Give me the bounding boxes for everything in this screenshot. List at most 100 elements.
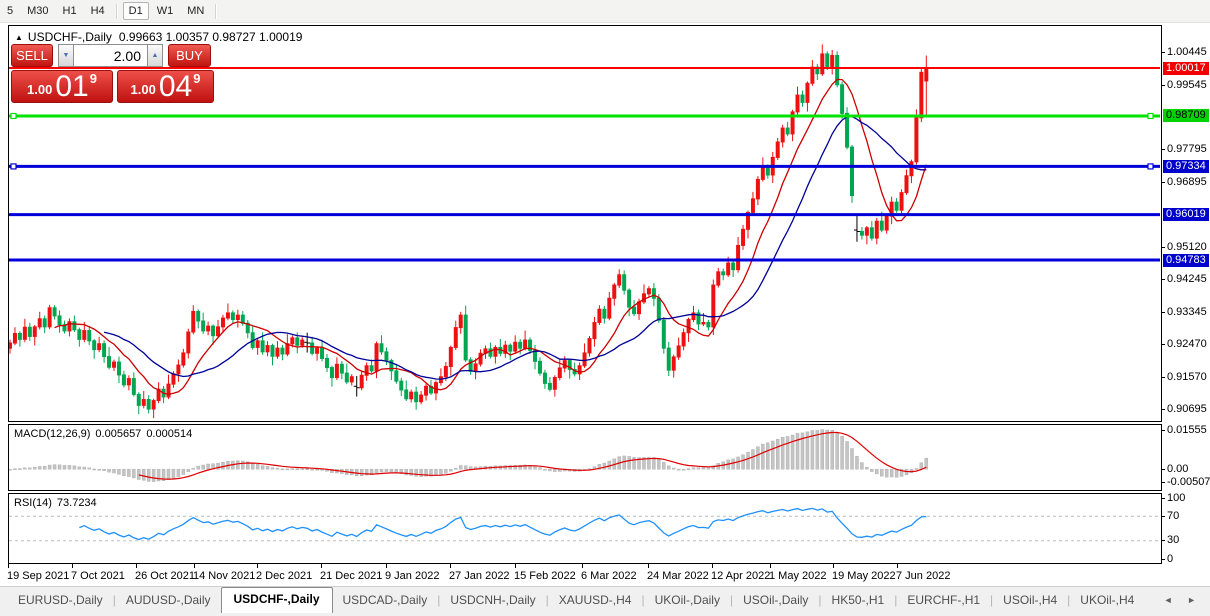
price-axis-tick [1161,85,1165,86]
timeframe-button-D1[interactable]: D1 [122,2,149,20]
macd-histogram [9,429,929,482]
timeframe-toolbar: 5 M30 H1 H4 D1 W1 MN [0,0,1210,23]
tab-separator: | [437,593,441,607]
price-axis-label: 0.90695 [1167,403,1207,415]
chart-tab-eurchf-h1[interactable]: EURCHF-,H1 [907,593,981,607]
chart-tab-ukoil-h4[interactable]: UKOil-,H4 [1080,593,1135,607]
timeframe-button-H4[interactable]: H4 [90,5,105,17]
price-badge-1.00017: 1.00017 [1163,62,1209,75]
timeframe-button-H1[interactable]: H1 [62,5,77,17]
volume-decrease-button[interactable]: ▼ [58,44,74,67]
time-axis-tick [712,564,713,568]
time-axis-tick [72,564,73,568]
macd-label: MACD(12,26,9) 0.005657 0.000514 [14,428,197,440]
price-axis-label: 0.92470 [1167,338,1207,350]
rsi-canvas[interactable] [9,494,1161,563]
time-axis-label: 6 Mar 2022 [581,570,637,582]
sell-price-sup: 9 [89,71,97,86]
tab-scroll-arrows[interactable]: ◄ ► [1163,595,1202,605]
time-axis-label: 7 Jun 2022 [896,570,951,582]
buy-button[interactable]: BUY [168,44,211,67]
time-axis-label: 2 Dec 2021 [256,570,313,582]
price-axis-tick [1161,312,1165,313]
chart-tab-ukoil-daily[interactable]: UKOil-,Daily [654,593,720,607]
price-axis-label: 1.00445 [1167,46,1207,58]
sell-price-panel[interactable]: 1.00 01 9 [11,70,113,103]
price-axis-tick [1161,182,1165,183]
macd-axis-label: 0.01555 [1167,424,1207,436]
time-axis-tick [386,564,387,568]
price-axis-tick [1161,409,1165,410]
tab-separator: | [112,593,116,607]
chart-tab-usdcad-daily[interactable]: USDCAD-,Daily [342,593,428,607]
chart-tab-usdchf-daily[interactable]: USDCHF-,Daily [220,587,333,613]
tab-separator: | [641,593,645,607]
volume-input[interactable]: 2.00 [74,44,147,67]
macd-indicator-pane[interactable]: MACD(12,26,9) 0.005657 0.000514 [8,424,1162,491]
price-badge-0.96019: 0.96019 [1163,208,1209,221]
time-axis-tick [8,564,9,568]
macd-axis-label: 0.00 [1167,463,1189,475]
timeframe-button-W1[interactable]: W1 [156,5,174,17]
hline-0.98709-handle[interactable] [10,112,17,120]
hline-0.97334-handle[interactable] [1147,163,1154,170]
chart-tab-hk50-h1[interactable]: HK50-,H1 [831,593,885,607]
chart-tab-usoil-h4[interactable]: USOil-,H4 [1003,593,1058,607]
price-axis-label: 0.99545 [1167,79,1207,91]
price-axis-label: 0.95120 [1167,241,1207,253]
time-axis-label: 12 Apr 2022 [711,570,771,582]
price-badge-0.97334: 0.97334 [1163,160,1209,173]
buy-price-panel[interactable]: 1.00 04 9 [117,70,214,103]
price-chart-canvas[interactable] [9,26,1161,421]
chart-tab-xauusd-h4[interactable]: XAUUSD-,H4 [558,593,632,607]
macd-axis-label: -0.005075 [1167,476,1210,488]
time-axis-tick [770,564,771,568]
rsi-axis-tick [1161,498,1165,499]
time-axis-tick [833,564,834,568]
chart-tab-audusd-daily[interactable]: AUDUSD-,Daily [125,593,211,607]
chart-tab-usoil-daily[interactable]: USOil-,Daily [743,593,809,607]
rsi-name: RSI(14) [14,497,52,509]
hline-0.98709-handle[interactable] [1147,112,1154,120]
rsi-axis-tick [1161,559,1165,560]
candles [9,44,929,419]
toolbar-separator [215,3,218,19]
sell-price-big: 01 [55,70,89,103]
collapse-icon[interactable]: ▲ [15,33,23,42]
rsi-indicator-pane[interactable]: RSI(14) 73.7234 [8,493,1162,564]
chart-tab-eurusd-daily[interactable]: EURUSD-,Daily [18,593,103,607]
rsi-axis-label: 30 [1167,534,1180,546]
timeframe-button-5[interactable]: 5 [7,5,14,17]
price-axis-label: 0.97795 [1167,143,1207,155]
chart-tab-usdcnh-daily[interactable]: USDCNH-,Daily [450,593,536,607]
tab-separator: | [894,593,898,607]
hline-0.97334-handle[interactable] [10,163,17,170]
sell-price-base: 1.00 [27,82,53,97]
timeframe-button-MN[interactable]: MN [187,5,205,17]
tab-separator: | [818,593,822,607]
time-axis-tick [321,564,322,568]
rsi-line [79,507,927,541]
time-axis-label: 19 May 2022 [832,570,896,582]
tab-separator: | [1067,593,1071,607]
chart-ohlc-values: 0.99663 1.00357 0.98727 1.00019 [118,30,303,44]
time-axis-label: 7 Oct 2021 [71,570,125,582]
time-axis-label: 21 Dec 2021 [320,570,383,582]
time-axis-label: 24 Mar 2022 [647,570,709,582]
macd-canvas[interactable] [9,425,1161,490]
time-axis-tick [450,564,451,568]
time-axis-label: 27 Jan 2022 [449,570,510,582]
time-axis-tick [136,564,137,568]
volume-increase-button[interactable]: ▲ [147,44,163,67]
price-badge-0.94783: 0.94783 [1163,254,1209,267]
chart-title: ▲ USDCHF-,Daily 0.99663 1.00357 0.98727 1.… [15,30,302,44]
time-axis-label: 1 May 2022 [769,570,827,582]
moving-average-10 [54,78,927,395]
price-axis-tick [1161,247,1165,248]
macd-name: MACD(12,26,9) [14,428,91,440]
moving-average-20 [103,115,927,380]
toolbar-separator [115,3,118,19]
timeframe-button-M30[interactable]: M30 [27,5,49,17]
price-chart-pane[interactable]: ▲ USDCHF-,Daily 0.99663 1.00357 0.98727 1.… [8,25,1162,422]
sell-button[interactable]: SELL [11,44,53,67]
